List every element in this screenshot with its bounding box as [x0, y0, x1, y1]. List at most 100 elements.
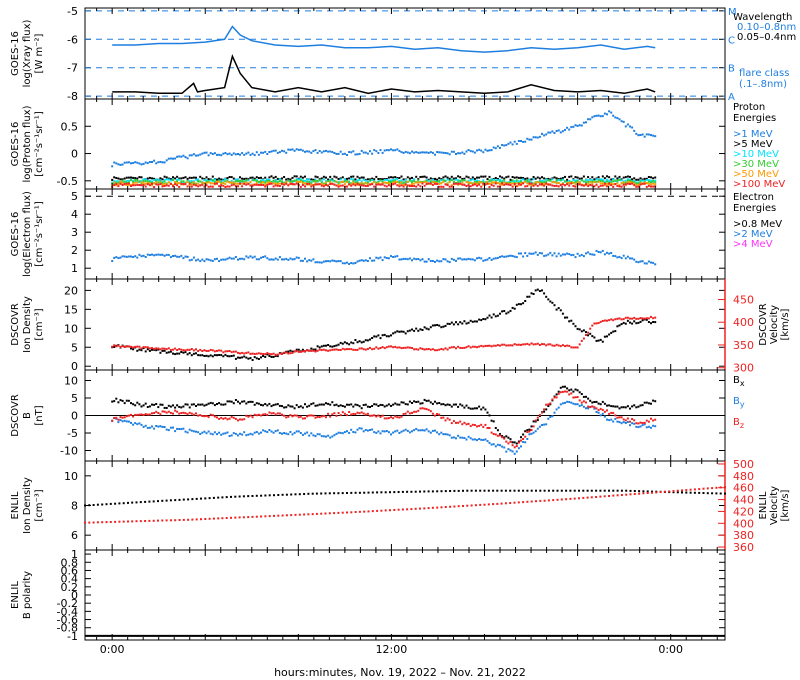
data-point: [290, 514, 293, 517]
data-point: [335, 348, 338, 351]
data-point: [629, 321, 631, 324]
data-point: [663, 490, 666, 493]
data-point: [624, 316, 627, 319]
data-point: [505, 255, 508, 258]
y-axis-label: DSCOVR: [10, 303, 21, 346]
data-point: [465, 175, 468, 178]
data-point: [322, 185, 325, 188]
data-point: [276, 183, 279, 186]
y-tick-label: -10: [60, 445, 78, 458]
data-point: [289, 405, 292, 408]
data-point: [308, 434, 311, 437]
data-point: [599, 180, 602, 183]
data-point: [622, 182, 625, 185]
data-point: [616, 405, 619, 408]
data-point: [383, 256, 386, 259]
data-point: [144, 161, 147, 164]
data-point: [633, 320, 636, 323]
data-point: [492, 420, 495, 423]
data-point: [195, 518, 198, 521]
data-point: [247, 401, 250, 404]
data-point: [616, 494, 619, 497]
data-point: [205, 258, 208, 261]
data-point: [260, 356, 262, 359]
data-point: [612, 412, 615, 414]
data-point: [622, 421, 625, 424]
data-point: [272, 352, 275, 355]
data-point: [574, 179, 577, 182]
data-point: [373, 431, 376, 434]
data-point: [325, 402, 327, 405]
data-point: [442, 180, 445, 183]
data-point: [312, 178, 315, 181]
data-point: [307, 492, 310, 495]
data-point: [593, 181, 596, 183]
data-point: [316, 416, 319, 418]
data-point: [415, 410, 418, 413]
data-point: [304, 150, 306, 153]
data-point: [232, 432, 235, 435]
data-point: [434, 177, 436, 180]
data-point: [220, 184, 223, 187]
data-point: [278, 352, 281, 355]
data-point: [375, 150, 378, 153]
data-point: [526, 342, 529, 345]
data-point: [241, 351, 244, 354]
data-point: [551, 415, 554, 418]
data-point: [490, 181, 493, 184]
data-point: [311, 513, 314, 516]
data-point: [239, 179, 241, 182]
data-point: [585, 183, 587, 186]
data-point: [415, 181, 418, 184]
data-point: [436, 259, 439, 262]
data-point: [631, 178, 634, 181]
data-point: [157, 425, 160, 428]
data-point: [130, 185, 132, 187]
data-point: [188, 411, 191, 414]
data-point: [645, 426, 648, 429]
data-point: [188, 348, 191, 351]
data-point: [205, 350, 208, 352]
data-point: [297, 178, 300, 181]
data-point: [561, 178, 564, 181]
data-point: [534, 430, 537, 433]
data-point: [218, 349, 221, 352]
data-point: [387, 345, 390, 348]
data-point: [482, 406, 485, 409]
data-point: [197, 414, 200, 417]
data-point: [402, 185, 405, 188]
data-point: [559, 345, 562, 348]
data-point: [530, 178, 533, 181]
data-point: [180, 177, 183, 180]
data-point: [314, 261, 317, 264]
data-point: [580, 124, 583, 127]
data-point: [599, 495, 602, 498]
data-point: [561, 344, 564, 347]
data-point: [379, 347, 382, 349]
data-point: [178, 405, 181, 408]
data-point: [603, 495, 606, 498]
data-point: [427, 182, 430, 185]
data-point: [331, 182, 334, 185]
data-point: [390, 433, 392, 436]
y-axis-label: GOES-16: [10, 31, 21, 76]
data-point: [195, 352, 197, 355]
data-point: [169, 519, 172, 522]
data-point: [281, 258, 283, 261]
data-point: [192, 183, 195, 186]
data-point: [449, 505, 452, 508]
data-point: [151, 161, 153, 163]
data-point: [459, 403, 462, 406]
data-point: [603, 180, 606, 183]
data-point: [642, 490, 645, 493]
data-point: [312, 258, 315, 261]
data-point: [226, 180, 229, 183]
data-point: [178, 428, 181, 430]
data-point: [383, 347, 386, 350]
data-point: [148, 254, 151, 256]
data-point: [398, 258, 401, 261]
data-point: [541, 411, 543, 414]
data-point: [406, 429, 409, 432]
data-point: [362, 348, 365, 351]
